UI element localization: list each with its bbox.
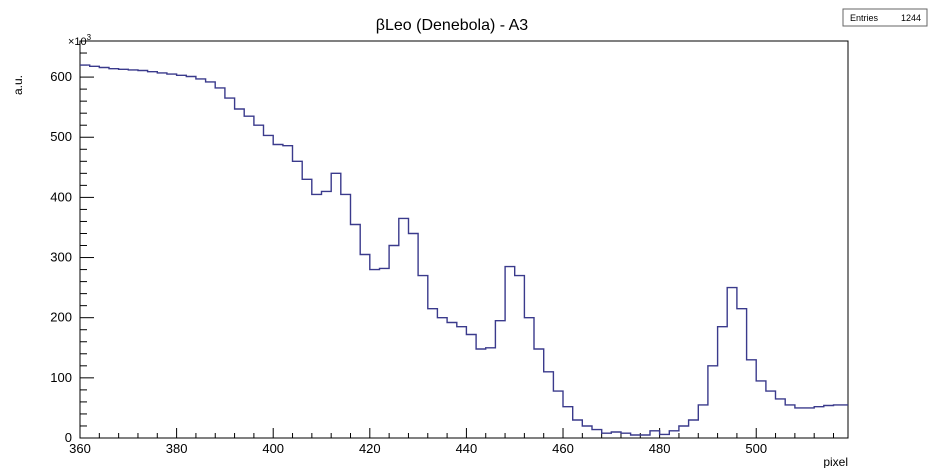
y-tick-label: 600 [50,69,72,84]
y-tick-label: 400 [50,189,72,204]
stats-entries-label: Entries [850,13,879,23]
x-tick-label: 480 [649,441,671,456]
x-axis-label: pixel [823,455,848,468]
y-tick-label: 500 [50,129,72,144]
stats-box: Entries 1244 [842,8,928,27]
plot-frame [79,40,849,439]
x-axis-ticks [79,428,835,438]
y-axis-multiplier-base: ×10 [68,36,87,48]
stats-box-frame [842,8,928,27]
x-tick-label: 500 [745,441,767,456]
y-tick-label: 0 [65,430,72,445]
chart-title: βLeo (Denebola) - A3 [376,17,529,34]
y-tick-label: 100 [50,370,72,385]
stats-entries-value: 1244 [901,13,921,23]
y-axis-label: a.u. [11,75,25,95]
x-tick-label: 440 [456,441,478,456]
x-tick-label: 360 [69,441,91,456]
y-axis-multiplier-exponent: 3 [87,33,92,42]
y-tick-label: 200 [50,310,72,325]
series-histogram-line [80,64,848,436]
y-axis-multiplier: ×103 [68,33,92,48]
x-tick-label: 400 [262,441,284,456]
x-axis-tick-labels: 360 380 400 420 440 460 480 500 [69,441,767,456]
y-axis-ticks [80,40,94,439]
x-tick-label: 460 [552,441,574,456]
y-axis-tick-labels: 0 100 200 300 400 500 600 [50,69,72,445]
y-tick-label: 300 [50,250,72,265]
x-tick-label: 380 [166,441,188,456]
x-tick-label: 420 [359,441,381,456]
